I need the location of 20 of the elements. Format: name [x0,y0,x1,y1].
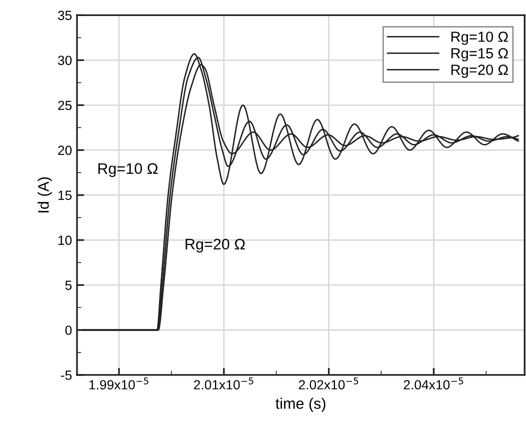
legend-label: Rg=10 Ω [451,32,508,45]
y-tick-label: 10 [58,236,72,245]
y-tick-label: 0 [65,326,72,335]
y-tick-label: 35 [58,10,72,20]
x-tick-label: 1.99x10$^{−5}$ [89,378,148,390]
y-tick-label: 15 [58,190,72,200]
x-tick-label: 2.04x10$^{−5}$ [404,378,464,390]
y-tick-label: 25 [58,100,72,110]
annotation: Rg=20 Ω [186,238,245,253]
legend-label: Rg=20 Ω [451,64,508,78]
annotation: Rg=10 Ω [98,163,158,178]
y-axis-title: Id (A) [38,177,52,212]
x-tick-label: 2.02x10$^{−5}$ [298,378,358,390]
x-tick-label: 2.01x10$^{−5}$ [194,378,254,390]
x-axis-title: time (s) [276,398,326,412]
y-tick-label: -5 [61,370,72,380]
legend-label: Rg=15 Ω [451,48,508,62]
y-tick-label: 5 [65,280,72,290]
y-tick-label: 30 [58,56,72,66]
y-tick-label: 20 [58,146,72,156]
